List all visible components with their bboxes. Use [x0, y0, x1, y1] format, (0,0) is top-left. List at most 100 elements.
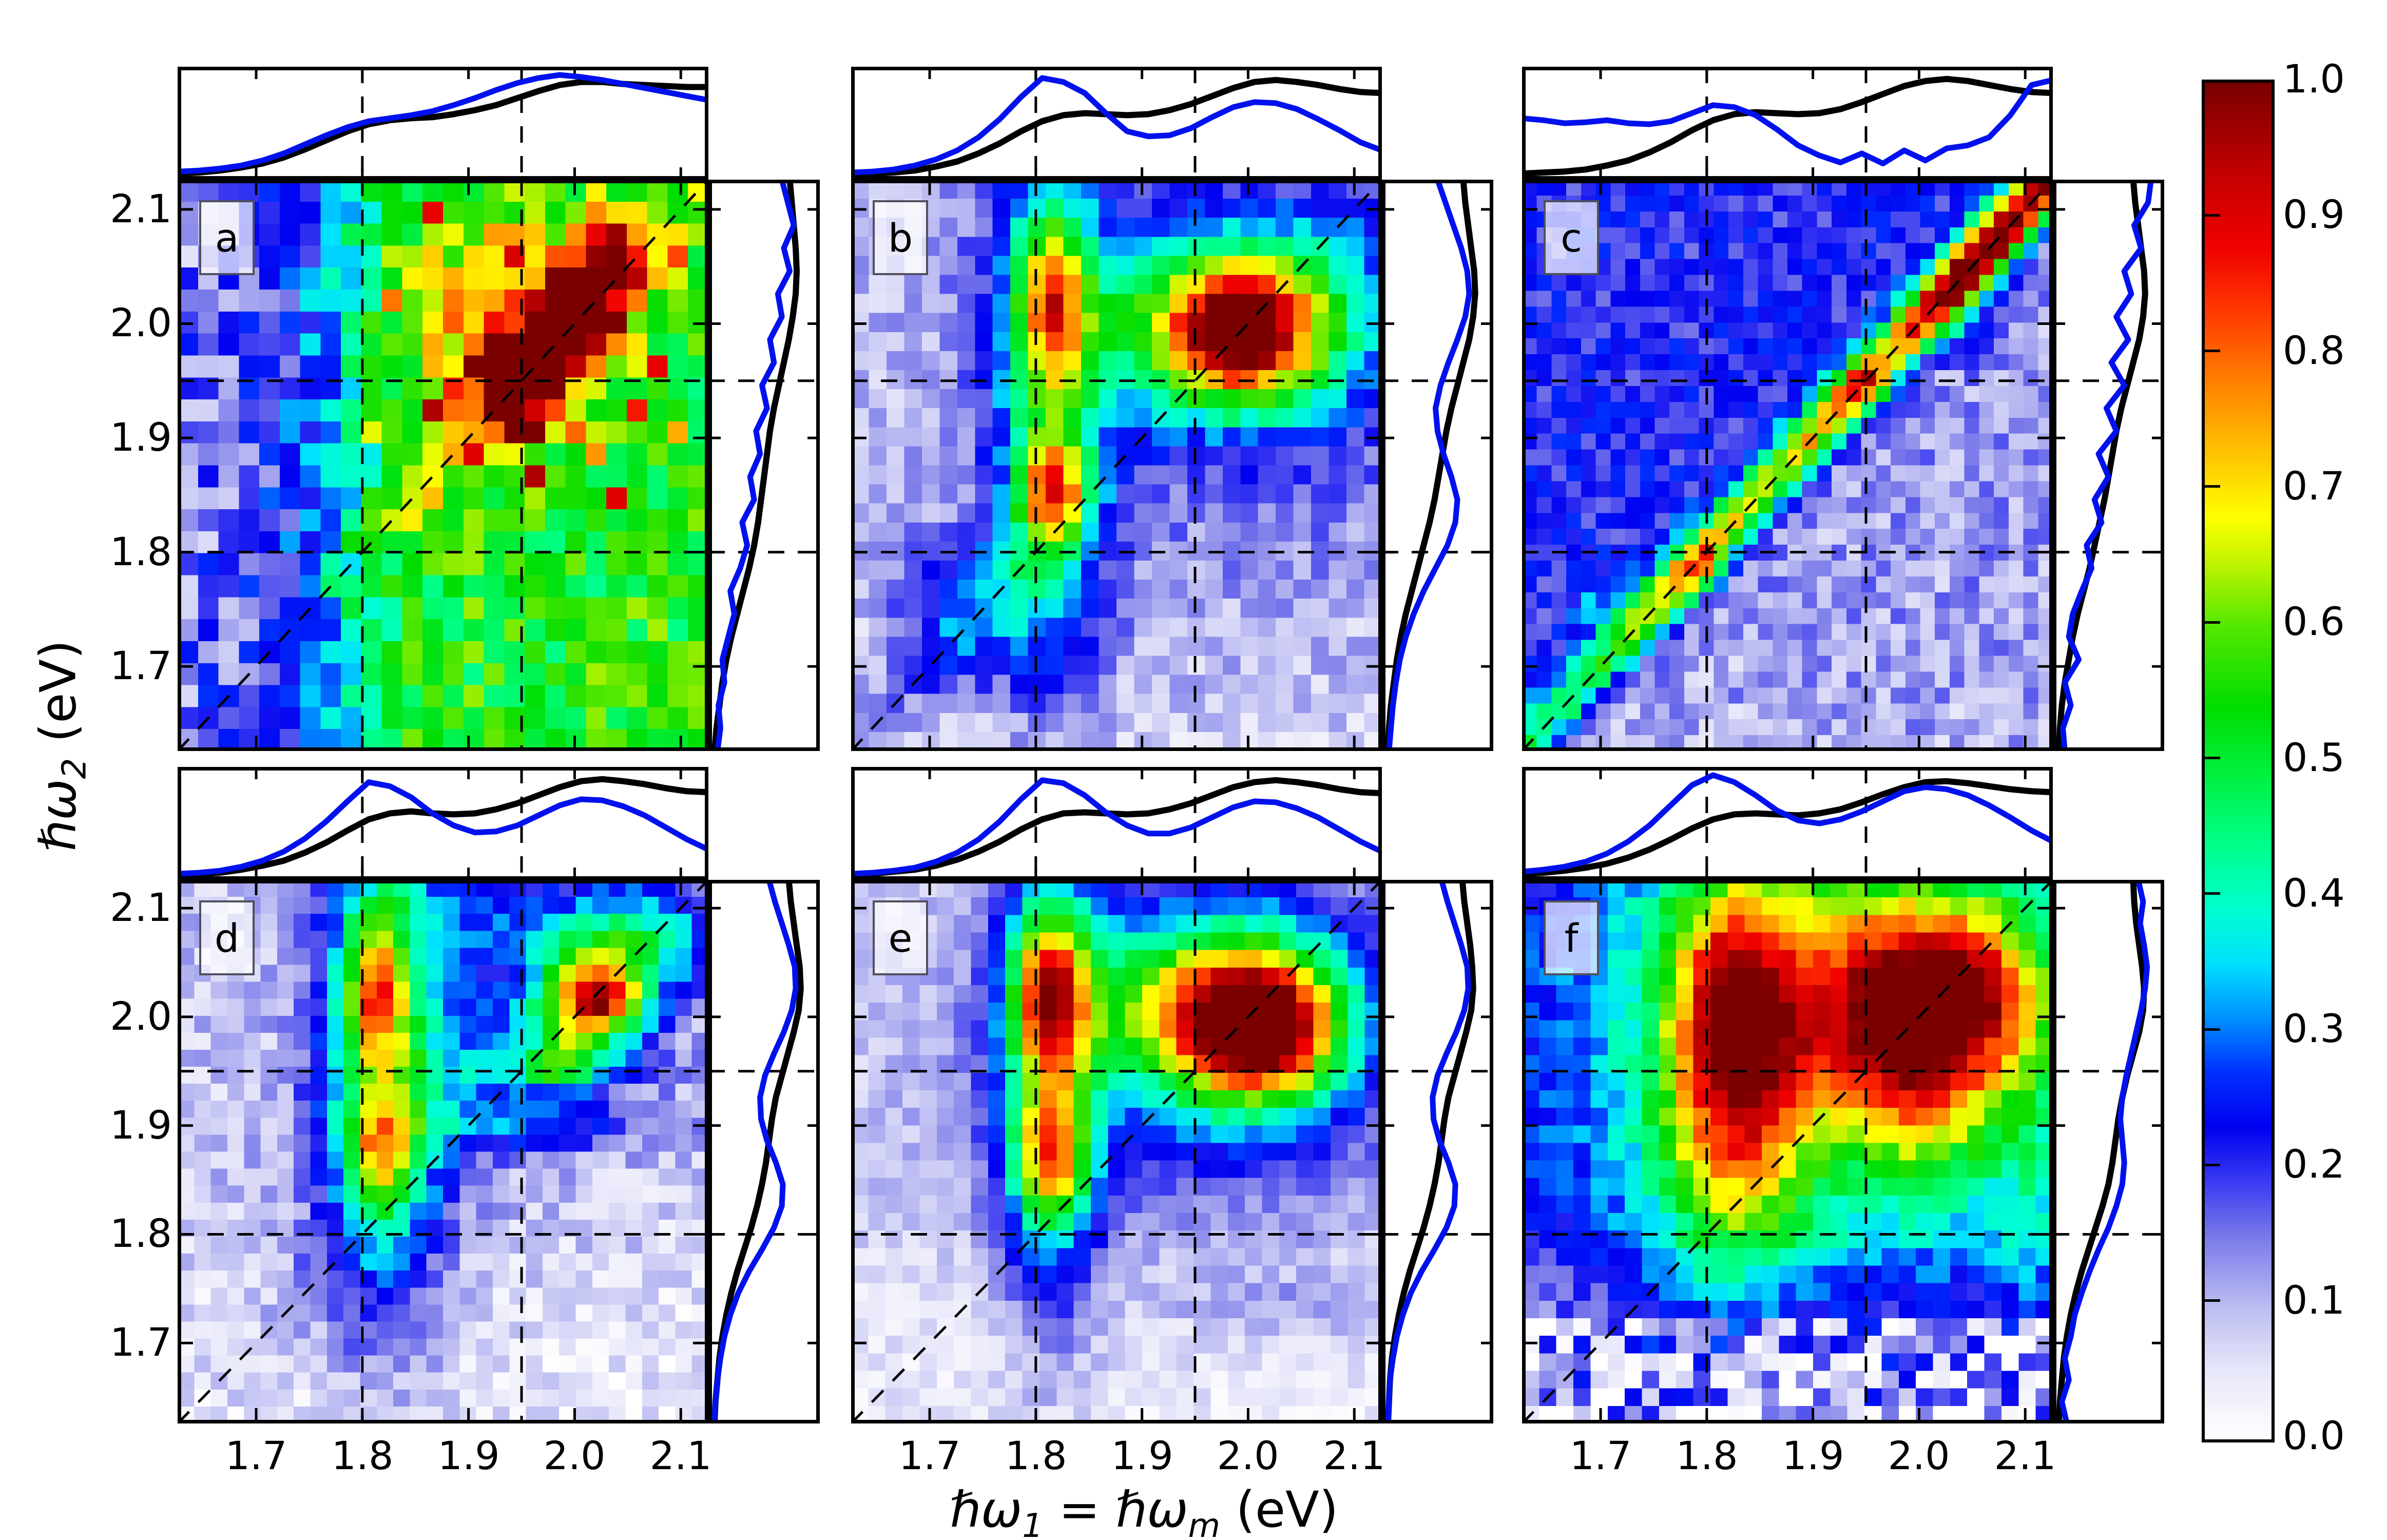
axes-frame: [1382, 180, 1493, 751]
x-tick-label: 2.0: [1217, 1433, 1279, 1478]
diagonal-guide: [178, 880, 708, 1423]
x-axis-title-sub2: m: [1188, 1507, 1220, 1540]
panel-b-right-marginal: [1382, 180, 1493, 751]
panel-b-top-marginal-plot: [851, 67, 1382, 180]
top-marginal-black-curve: [178, 776, 708, 878]
colorbar-tick-mark: [2205, 1299, 2220, 1302]
colorbar-tick-mark: [2205, 350, 2220, 352]
panel-b-heatmap: b: [851, 180, 1382, 751]
y-axis-title-text: ℏω: [29, 779, 87, 852]
panel-e-heatmap: e: [851, 880, 1382, 1423]
top-marginal-blue-curve: [851, 75, 1382, 176]
colorbar-tick-mark: [2205, 485, 2220, 488]
right-marginal-black-curve: [711, 180, 800, 751]
right-marginal-black-curve: [1384, 880, 1476, 1423]
right-marginal-blue-curve: [1386, 180, 1472, 751]
colorbar-tick-mark: [2205, 892, 2220, 895]
y-tick-label: 1.8: [110, 1210, 172, 1256]
panel-a-heatmap: a: [178, 180, 708, 751]
panel-f-right-marginal-plot: [2053, 880, 2164, 1423]
axes-frame: [178, 880, 708, 1423]
right-marginal-blue-curve: [715, 180, 797, 751]
panel-e-right-marginal-plot: [1382, 880, 1493, 1423]
panel-d-top-marginal-plot: [178, 767, 708, 880]
diagonal-guide: [1522, 880, 2053, 1423]
top-marginal-black-curve: [851, 76, 1382, 178]
x-tick-label: 2.1: [649, 1433, 712, 1478]
y-axis-title: ℏω2 (eV): [29, 602, 93, 890]
panel-d-right-marginal-plot: [708, 880, 820, 1423]
diagonal-guide: [851, 180, 1382, 751]
panel-f-top-marginal-plot: [1522, 767, 2053, 880]
x-tick-label: 2.1: [1994, 1433, 2056, 1478]
x-tick-label: 2.1: [1323, 1433, 1385, 1478]
axes-frame: [708, 180, 820, 751]
axes-frame: [2053, 180, 2164, 751]
panel-b-label: b: [873, 200, 928, 275]
right-marginal-black-curve: [711, 880, 804, 1423]
panel-f-top-marginal: [1522, 767, 2053, 880]
top-marginal-black-curve: [851, 777, 1382, 878]
colorbar-tick-label: 0.9: [2283, 191, 2345, 237]
x-tick-label: 2.0: [1888, 1433, 1950, 1478]
y-tick-label: 2.1: [110, 884, 172, 930]
y-axis-title-sub: 2: [55, 758, 94, 779]
x-axis-title-mid: = ℏω: [1043, 1481, 1188, 1538]
x-tick-label: 1.9: [1111, 1433, 1173, 1478]
colorbar-tick-label: 0.2: [2283, 1141, 2345, 1187]
panel-c-top-marginal-plot: [1522, 67, 2053, 180]
diagonal-guide: [851, 880, 1382, 1423]
panel-f-right-marginal: [2053, 880, 2164, 1423]
y-axis-title-units: (eV): [29, 640, 87, 758]
axes-frame: [708, 880, 820, 1423]
axes-frame: [851, 880, 1382, 1423]
panel-c-heatmap: c: [1522, 180, 2053, 751]
colorbar-gradient: [2205, 83, 2272, 1439]
axes-frame: [851, 67, 1382, 180]
y-tick-label: 1.7: [110, 1319, 172, 1365]
panel-b-top-marginal: [851, 67, 1382, 180]
panel-e-right-marginal: [1382, 880, 1493, 1423]
top-marginal-blue-curve: [178, 72, 708, 175]
panel-d-right-marginal: [708, 880, 820, 1423]
panel-a-right-marginal-plot: [708, 180, 820, 751]
panel-a-right-marginal: [708, 180, 820, 751]
panel-c-top-marginal: [1522, 67, 2053, 180]
diagonal-guide: [178, 180, 708, 751]
panel-d-overlay: [178, 880, 708, 1423]
panel-d-top-marginal: [178, 767, 708, 880]
panel-f-label: f: [1544, 900, 1599, 975]
panel-c-right-marginal: [2053, 180, 2164, 751]
panel-e-top-marginal-plot: [851, 767, 1382, 880]
colorbar-tick-mark: [2205, 757, 2220, 759]
colorbar-tick-label: 0.8: [2283, 328, 2345, 373]
top-marginal-black-curve: [1522, 75, 2053, 177]
axes-frame: [851, 767, 1382, 880]
colorbar-tick-label: 0.7: [2283, 463, 2345, 509]
x-tick-label: 1.7: [1569, 1433, 1632, 1478]
x-axis-title: ℏω1 = ℏωm (eV): [950, 1481, 1338, 1540]
top-marginal-blue-curve: [1522, 772, 2053, 875]
colorbar-tick-label: 1.0: [2283, 56, 2345, 102]
colorbar-tick-mark: [2205, 1164, 2220, 1166]
panel-b-overlay: [851, 180, 1382, 751]
axes-frame: [1522, 180, 2053, 751]
panel-a-overlay: [178, 180, 708, 751]
axes-frame: [851, 180, 1382, 751]
panel-d-label: d: [199, 900, 255, 975]
colorbar-tick-mark: [2205, 1028, 2220, 1031]
x-tick-label: 1.8: [1676, 1433, 1738, 1478]
axes-frame: [2053, 880, 2164, 1423]
panel-d-heatmap: d: [178, 880, 708, 1423]
x-axis-title-units: (eV): [1220, 1481, 1339, 1538]
top-marginal-blue-curve: [178, 779, 708, 877]
x-axis-title-text: ℏω: [950, 1481, 1023, 1538]
x-tick-label: 1.8: [1005, 1433, 1067, 1478]
panel-a-top-marginal-plot: [178, 67, 708, 180]
panel-e-overlay: [851, 880, 1382, 1423]
axes-frame: [1522, 67, 2053, 180]
top-marginal-blue-curve: [1522, 77, 2053, 166]
axes-frame: [1522, 767, 2053, 880]
right-marginal-blue-curve: [2060, 180, 2154, 751]
